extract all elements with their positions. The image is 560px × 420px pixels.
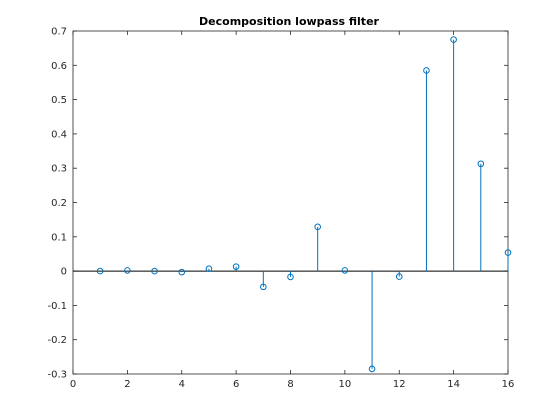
y-tick-label: 0.3	[51, 164, 67, 175]
stem-marker	[341, 267, 349, 274]
y-tick-label: 0.6	[51, 61, 67, 72]
stem-marker	[124, 267, 131, 274]
stem-marker	[477, 160, 485, 168]
stem-marker	[232, 263, 240, 270]
y-tick-label: 0.4	[51, 129, 67, 140]
stem-marker	[423, 67, 430, 74]
y-tick-label: 0.2	[51, 198, 67, 209]
stem-marker	[287, 273, 294, 281]
x-tick-label: 12	[393, 379, 406, 390]
y-tick-label: -0.2	[47, 335, 67, 346]
stem-marker	[96, 267, 104, 275]
plot-area	[72, 30, 509, 375]
chart-title: Decomposition lowpass filter	[199, 15, 379, 28]
axis-ticks: 0 2 4 6 8 10 12 14 16 -0.3 -0.2 -0.1 0 0.1 0.2 0.3 0.4 0.…	[47, 27, 514, 391]
stem-marker	[314, 223, 321, 231]
x-tick-label: 6	[233, 379, 239, 390]
y-tick-label: 0	[61, 267, 67, 278]
stem-marker	[151, 267, 158, 275]
stem-marker	[450, 36, 457, 43]
stem-marker	[368, 365, 376, 373]
stem-marker	[205, 265, 213, 272]
stem-marker	[178, 268, 186, 276]
x-tick-label: 0	[70, 379, 76, 390]
x-tick-label: 16	[502, 379, 515, 390]
y-tick-label: 0.5	[51, 95, 67, 106]
stem-marker	[260, 283, 267, 291]
stem-marker	[395, 273, 403, 280]
x-tick-label: 2	[124, 379, 130, 390]
y-tick-label: -0.3	[47, 370, 67, 381]
x-tick-label: 4	[179, 379, 185, 390]
stem-marker	[504, 249, 512, 256]
y-tick-label: -0.1	[47, 301, 67, 312]
x-tick-label: 8	[287, 379, 293, 390]
data-marks	[73, 36, 512, 373]
y-tick-label: 0.7	[51, 27, 67, 38]
x-tick-label: 10	[339, 379, 352, 390]
y-tick-label: 0.1	[51, 232, 67, 243]
x-tick-label: 14	[447, 379, 460, 390]
